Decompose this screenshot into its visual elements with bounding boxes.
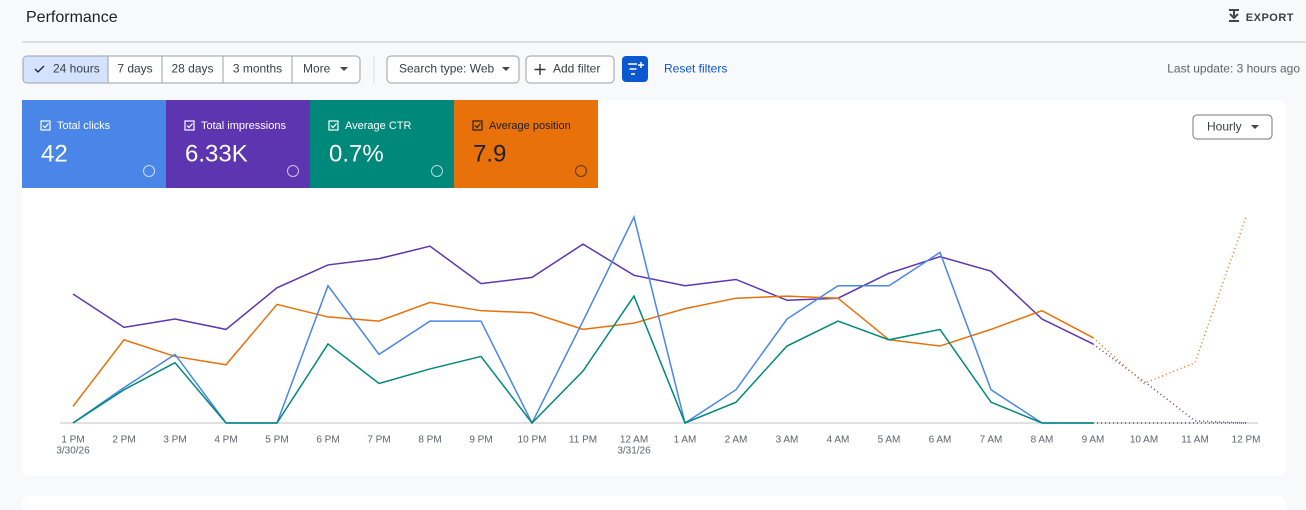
- metric-checkbox: [40, 120, 51, 131]
- range-chip[interactable]: 7 days: [117, 62, 152, 76]
- x-tick-label: 6 AM: [929, 435, 952, 446]
- next-card: [22, 496, 1286, 510]
- x-tick-label: 9 PM: [469, 435, 492, 446]
- metric-tile[interactable]: [310, 100, 454, 188]
- dropdown-arrow: [340, 67, 348, 71]
- x-tick-label: 11 PM: [569, 435, 597, 446]
- help-icon: [575, 165, 587, 177]
- x-tick-label: 3 AM: [776, 435, 799, 446]
- x-tick-label: 5 PM: [265, 435, 288, 446]
- line: [72, 294, 1093, 425]
- last-update: Last update: 3 hours ago: [1167, 62, 1300, 76]
- line-incomplete: [1092, 216, 1247, 385]
- check-mark: [474, 123, 481, 129]
- metric-tile[interactable]: [454, 100, 598, 188]
- reset-filters[interactable]: Reset filters: [664, 62, 727, 76]
- metric-checkbox: [184, 120, 195, 131]
- x-tick-label: 7 PM: [367, 435, 390, 446]
- check-icon: [34, 65, 45, 73]
- x-tick-date: 3/30/26: [56, 446, 90, 457]
- x-tick-label: 12 AM: [620, 435, 648, 446]
- metric-tile[interactable]: [166, 100, 310, 188]
- page-title: Performance: [26, 9, 118, 26]
- x-tick-label: 7 AM: [980, 435, 1003, 446]
- x-tick-label: 1 PM: [61, 435, 84, 446]
- metric-checkbox: [472, 120, 483, 131]
- check-mark: [42, 123, 49, 129]
- x-tick-label: 12 PM: [1232, 435, 1261, 446]
- metric-tile[interactable]: [22, 100, 166, 188]
- range-selected: [23, 56, 109, 83]
- metric-checkbox: [328, 120, 339, 131]
- x-tick-label: 11 AM: [1181, 435, 1209, 446]
- dropdown-arrow: [1251, 125, 1259, 129]
- range-chip[interactable]: 28 days: [171, 62, 213, 76]
- line: [72, 243, 1094, 345]
- granularity-dropdown[interactable]: [1192, 114, 1273, 140]
- x-tick-label: 9 AM: [1082, 435, 1105, 446]
- chart-card: [22, 100, 1286, 476]
- help-icon: [143, 165, 155, 177]
- metric-label: Average position: [489, 120, 571, 132]
- search-type-label: Search type: Web: [399, 62, 494, 76]
- metric-label: Total impressions: [201, 120, 286, 132]
- x-tick-label: 4 PM: [214, 435, 237, 446]
- range-chip[interactable]: 3 months: [233, 62, 282, 76]
- x-tick-label: 4 AM: [827, 435, 850, 446]
- export-label: EXPORT: [1246, 12, 1294, 24]
- x-tick-label: 3 PM: [163, 435, 186, 446]
- x-tick-label: 10 AM: [1130, 435, 1158, 446]
- metric-label: Total clicks: [57, 120, 111, 132]
- x-tick-label: 5 AM: [878, 435, 901, 446]
- add-filter-label: Add filter: [553, 62, 600, 76]
- search-type-chip[interactable]: [386, 55, 520, 84]
- metric-value: 42: [41, 140, 68, 167]
- x-tick-label: 1 AM: [674, 435, 697, 446]
- plus-icon: [534, 64, 546, 75]
- check-mark: [186, 123, 193, 129]
- help-icon: [287, 165, 299, 177]
- x-tick-date: 3/31/26: [617, 446, 651, 457]
- x-tick-label: 8 AM: [1031, 435, 1054, 446]
- x-tick-label: 8 PM: [418, 435, 441, 446]
- line: [72, 295, 1094, 407]
- dropdown-arrow: [502, 67, 510, 71]
- filter-icon: [628, 62, 644, 75]
- help-icon: [431, 165, 443, 177]
- metric-value: 7.9: [473, 140, 506, 167]
- x-tick-label: 10 PM: [518, 435, 547, 446]
- x-tick-label: 6 PM: [316, 435, 339, 446]
- metric-value: 0.7%: [329, 140, 384, 167]
- metric-value: 6.33K: [185, 140, 248, 167]
- granularity-label: Hourly: [1207, 120, 1242, 134]
- check-mark: [330, 123, 337, 129]
- range-chip[interactable]: 24 hours: [53, 62, 100, 76]
- x-tick-label: 2 AM: [725, 435, 748, 446]
- export-button[interactable]: EXPORT: [1229, 9, 1294, 24]
- metric-label: Average CTR: [345, 120, 411, 132]
- download-icon: [1229, 9, 1239, 22]
- range-chip[interactable]: More: [303, 62, 331, 76]
- x-tick-label: 2 PM: [112, 435, 135, 446]
- add-filter-chip[interactable]: [525, 55, 615, 84]
